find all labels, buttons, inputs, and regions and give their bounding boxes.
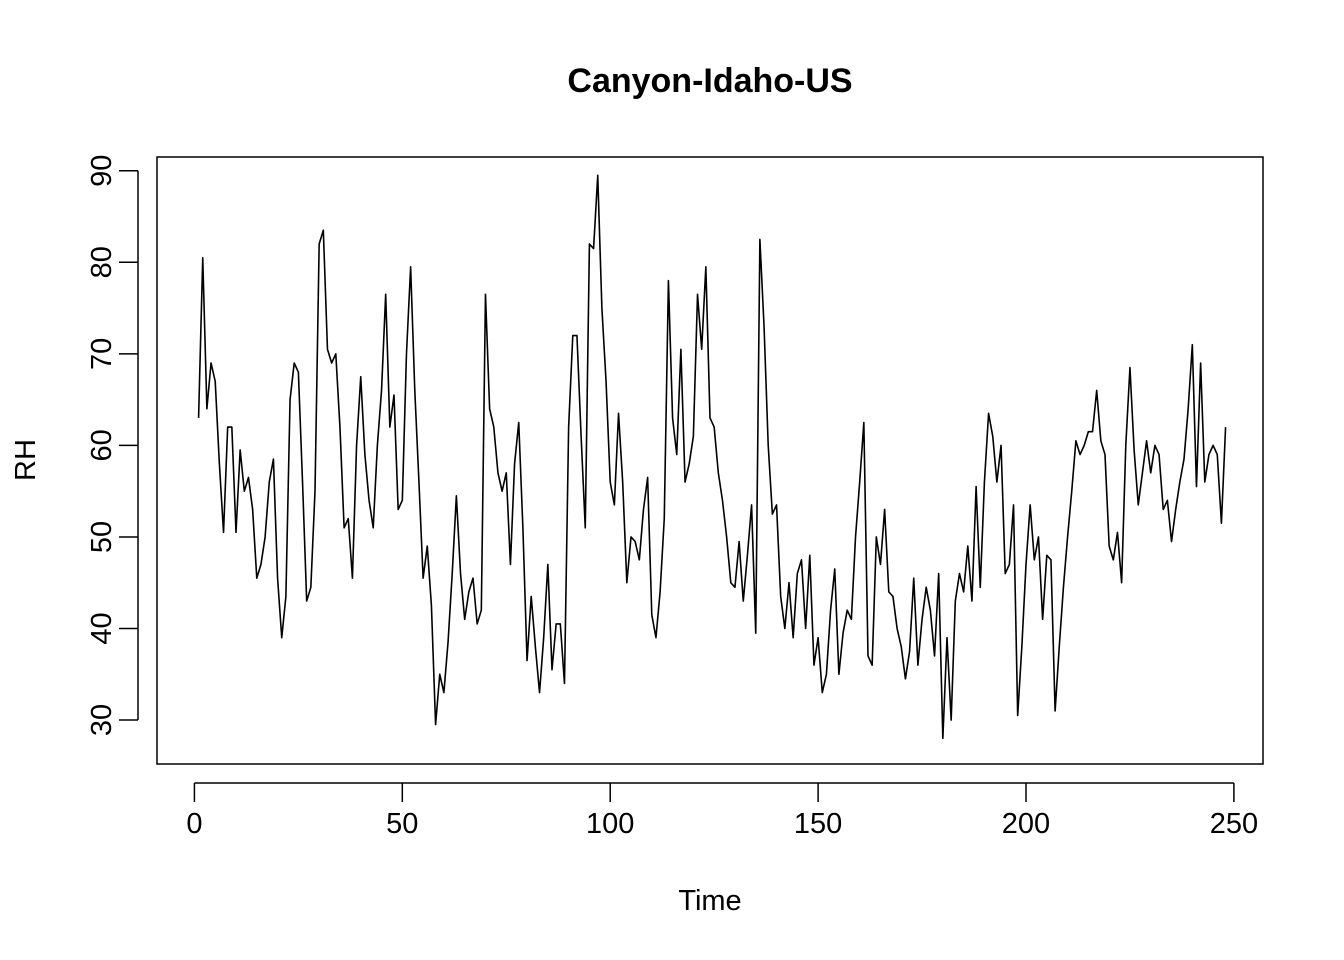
y-axis-label: RH <box>10 439 42 481</box>
x-axis: 0 50 100 150 200 250 <box>186 782 1258 840</box>
x-tick-label: 150 <box>794 808 842 840</box>
x-tick-label: 250 <box>1210 808 1258 840</box>
x-axis-label: Time <box>678 885 741 917</box>
y-tick-label: 40 <box>86 612 118 644</box>
x-tick-label: 100 <box>586 808 634 840</box>
x-tick-label: 0 <box>186 808 202 840</box>
y-tick-label: 60 <box>86 429 118 461</box>
y-axis: 30 40 50 60 70 80 90 <box>86 155 139 736</box>
series-line <box>197 174 1227 740</box>
plot-frame <box>156 156 1264 765</box>
x-tick-label: 50 <box>386 808 418 840</box>
y-tick-label: 80 <box>86 246 118 278</box>
y-tick-label: 50 <box>86 521 118 553</box>
y-tick-label: 90 <box>86 155 118 187</box>
chart-title: Canyon-Idaho-US <box>567 62 852 100</box>
x-tick-label: 200 <box>1002 808 1050 840</box>
y-tick-label: 70 <box>86 338 118 370</box>
y-tick-label: 30 <box>86 704 118 736</box>
